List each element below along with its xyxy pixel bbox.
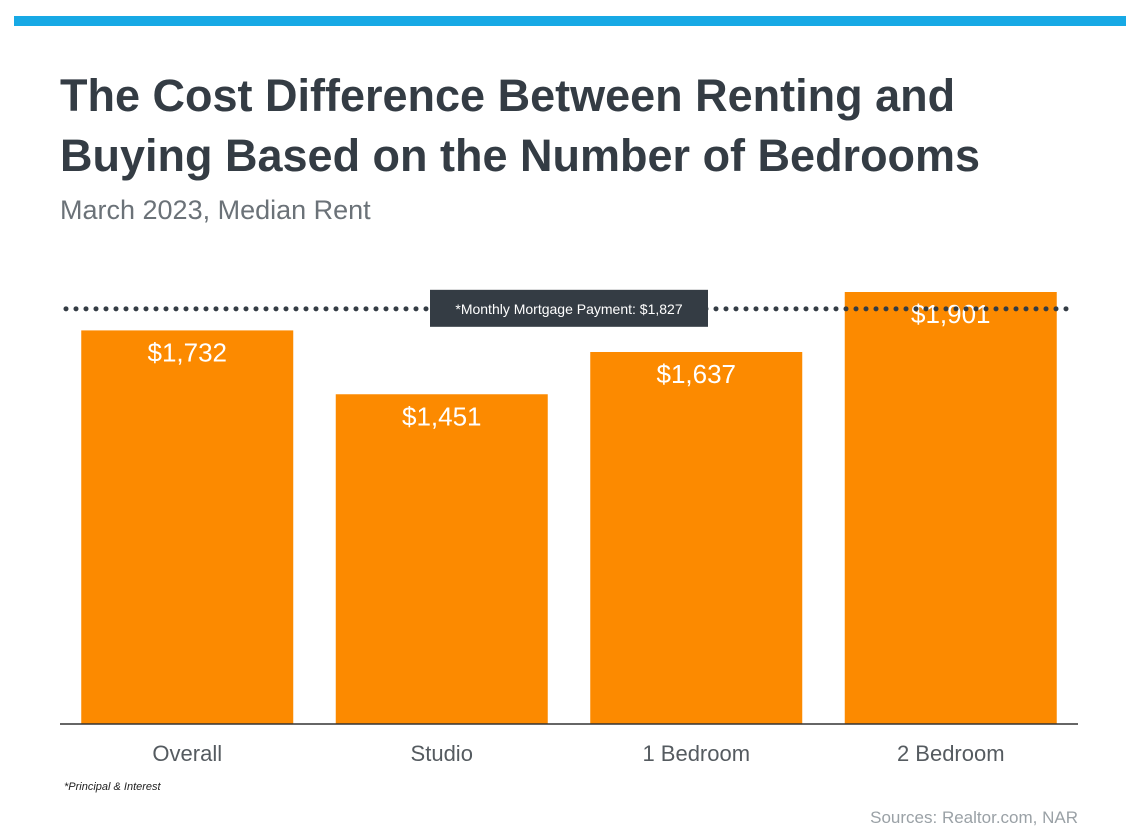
- category-label: Overall: [152, 741, 222, 766]
- category-label: 2 Bedroom: [897, 741, 1005, 766]
- bar-overall: [81, 330, 294, 724]
- bar-2-bedroom: [844, 292, 1057, 724]
- bar-value-label: $1,901: [911, 299, 991, 329]
- bar-value-label: $1,451: [402, 401, 482, 431]
- mortgage-reference-box: [430, 289, 708, 327]
- category-label: Studio: [411, 741, 473, 766]
- footnote: *Principal & Interest: [64, 781, 161, 793]
- bar-value-label: $1,732: [147, 337, 227, 367]
- bar-value-label: $1,637: [656, 359, 736, 389]
- chart-title: The Cost Difference Between Renting and …: [60, 70, 981, 181]
- accent-bar: [14, 16, 1126, 26]
- bar-1-bedroom: [590, 351, 803, 724]
- bar-studio: [335, 394, 548, 724]
- mortgage-reference-label: *Monthly Mortgage Payment: $1,827: [455, 301, 682, 317]
- chart-subtitle: March 2023, Median Rent: [60, 195, 371, 225]
- category-label: 1 Bedroom: [642, 741, 750, 766]
- source-note: Sources: Realtor.com, NAR: [870, 808, 1078, 827]
